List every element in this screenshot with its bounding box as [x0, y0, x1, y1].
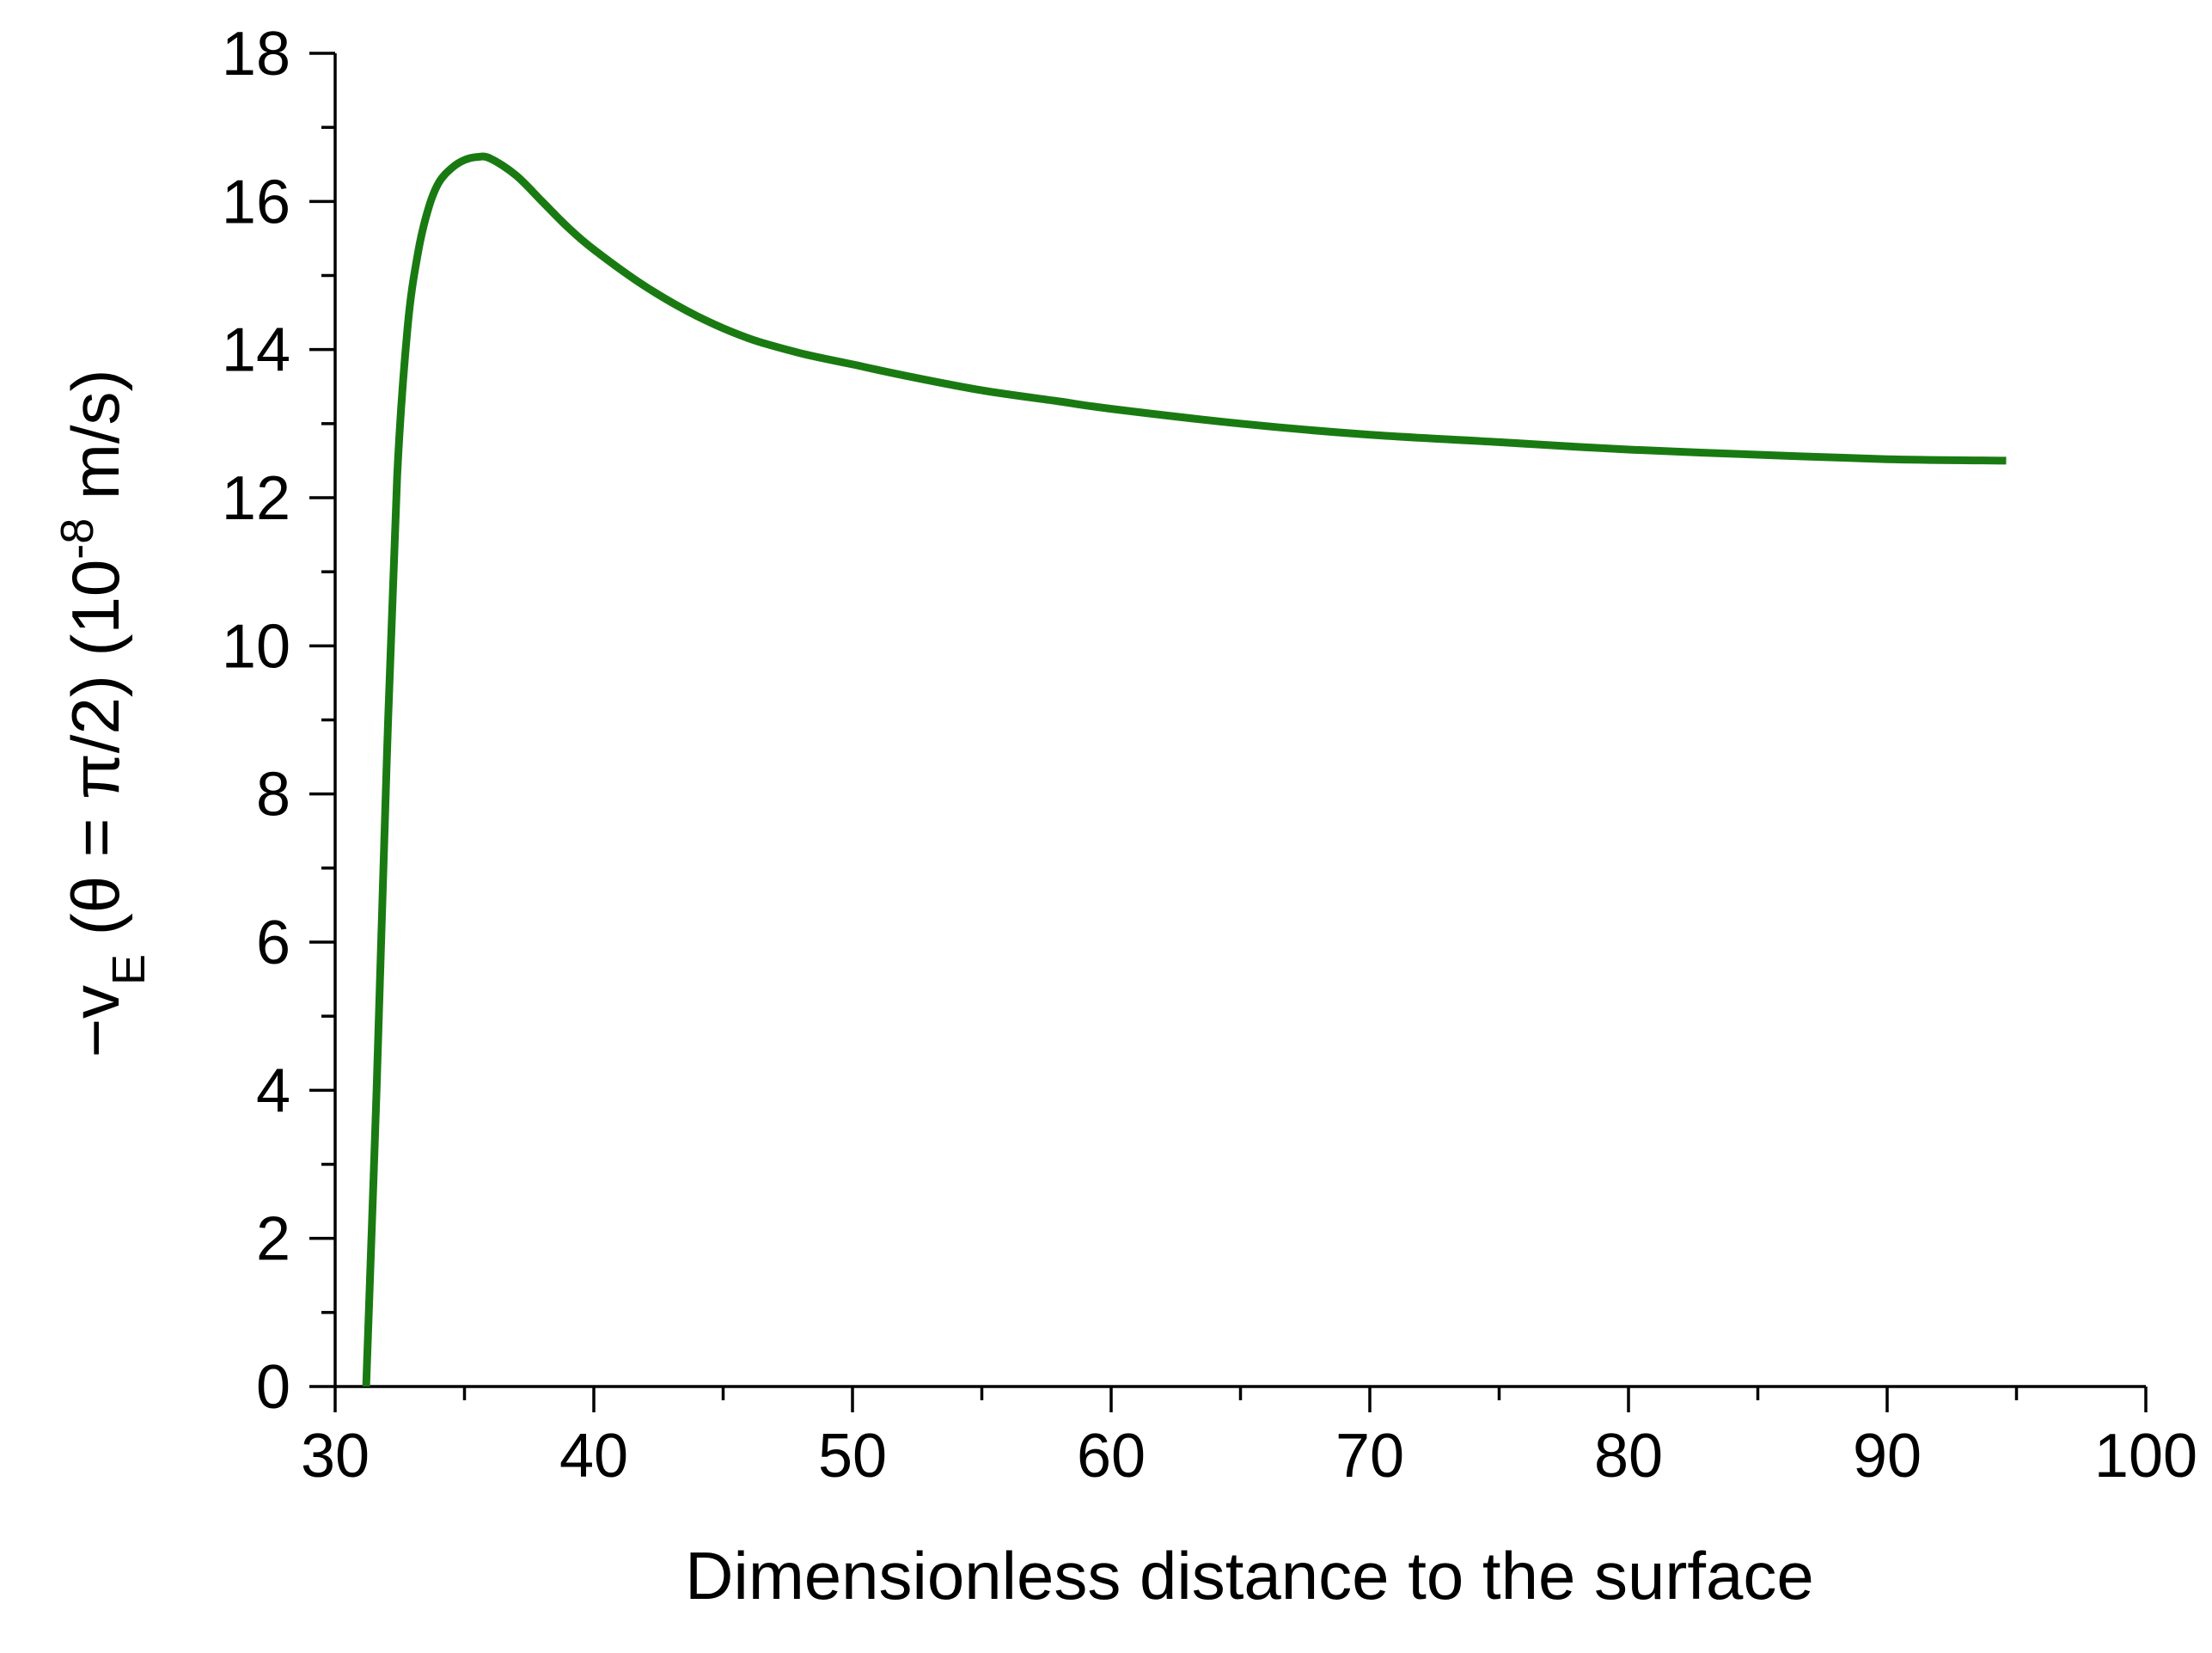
series-line — [362, 152, 2007, 1387]
y-tick-label: 12 — [222, 464, 290, 533]
y-tick-label: 0 — [256, 1353, 290, 1422]
y-tick-label: 14 — [222, 316, 290, 385]
x-tick-label: 80 — [1594, 1422, 1663, 1491]
x-tick-label: 100 — [2094, 1422, 2197, 1491]
x-tick-label: 50 — [818, 1422, 887, 1491]
x-axis: 30 40 50 60 70 80 90 100 — [301, 1385, 2197, 1491]
x-tick-label: 40 — [559, 1422, 628, 1491]
y-tick-label: 8 — [256, 761, 290, 830]
y-axis-title-subscript: E — [103, 954, 155, 985]
y-tick-label: 16 — [222, 168, 290, 236]
y-tick-label: 10 — [222, 612, 290, 681]
y-tick-label: 4 — [256, 1056, 290, 1125]
y-axis-title-suffix: m/s) — [58, 369, 133, 517]
y-tick-label: 18 — [222, 20, 290, 89]
y-axis-title-middle: (θ = π/2) (10 — [58, 560, 133, 954]
x-tick-label: 30 — [301, 1422, 370, 1491]
y-tick-label: 6 — [256, 909, 290, 977]
x-axis-title: Dimensionless distance to the surface — [685, 1538, 1814, 1613]
series-layer — [362, 152, 2007, 1387]
x-tick-label: 60 — [1077, 1422, 1146, 1491]
y-axis-title-superscript: -8 — [52, 518, 103, 560]
x-tick-label: 90 — [1853, 1422, 1922, 1491]
y-tick-label: 2 — [256, 1205, 290, 1274]
x-tick-label: 70 — [1335, 1422, 1404, 1491]
y-axis-title-prefix: −v — [58, 985, 133, 1058]
y-axis: 0 2 4 6 8 10 12 14 16 18 — [222, 20, 337, 1422]
y-axis-title: −vE (θ = π/2) (10-8 m/s) — [52, 369, 155, 1057]
